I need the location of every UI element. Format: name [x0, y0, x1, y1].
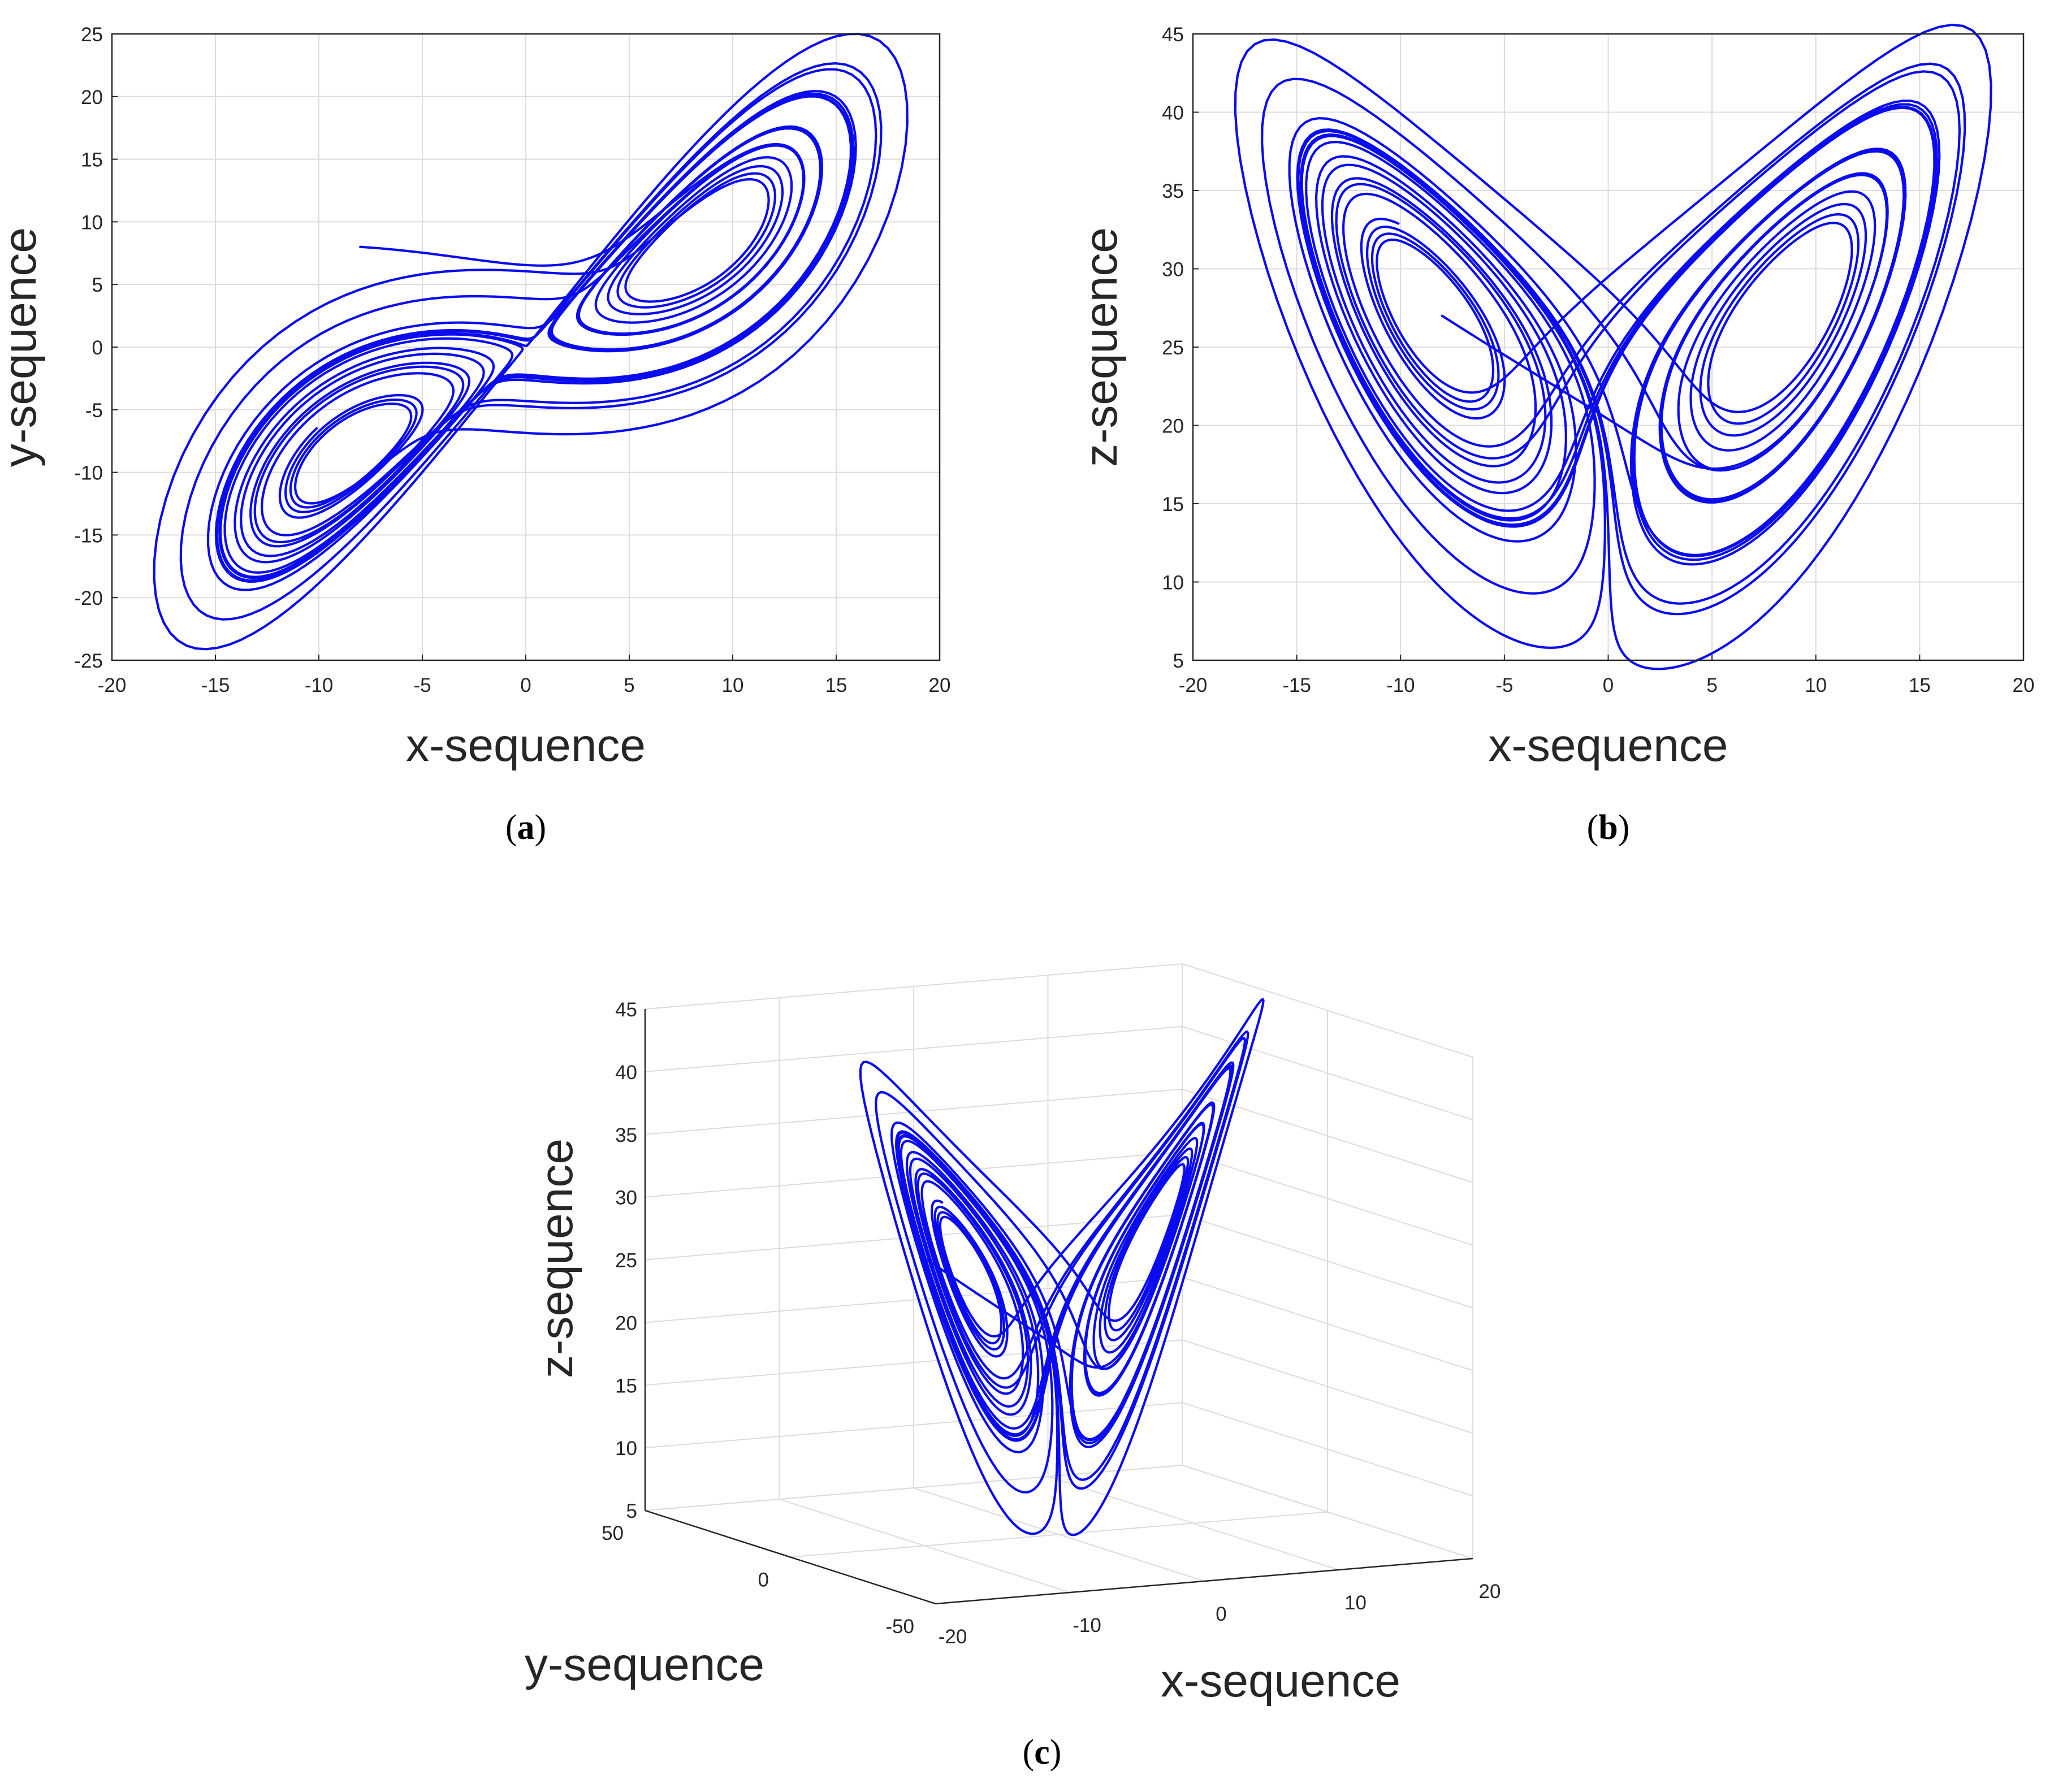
y-axis-line: [645, 1509, 936, 1605]
x-tick-label: -20: [98, 674, 127, 696]
x-axis-label: x-sequence: [1489, 720, 1728, 771]
y-tick-label: -50: [885, 1616, 914, 1638]
z-tick-label: 40: [615, 1062, 637, 1084]
y-tick-label: -15: [74, 525, 103, 547]
x-axis-label: x-sequence: [1161, 1655, 1400, 1707]
y-tick-label: 35: [1162, 180, 1184, 202]
y-axis-label: z-sequence: [1075, 227, 1127, 467]
z-tick-label: 30: [615, 1187, 637, 1209]
y-tick-label: 0: [92, 337, 103, 359]
panel-c: -20 -10 0 10 20 -50 0 505 10 15 20 25 30 35 40 45 x-sequ…: [525, 963, 1501, 1772]
side-wall-gridline: [1182, 1402, 1473, 1497]
z-tick-label: 35: [615, 1124, 637, 1146]
x-tick-label: 20: [1479, 1581, 1501, 1603]
x-tick-label: -10: [1073, 1614, 1101, 1637]
x-tick-label: -20: [1179, 674, 1208, 696]
y-tick-label: 20: [81, 86, 103, 109]
side-wall-gridline: [1182, 1465, 1473, 1559]
back-wall-gridline: [645, 1151, 1183, 1198]
z-tick-label: 45: [615, 999, 637, 1021]
panel-caption: (b): [1587, 808, 1630, 847]
x-tick-label: 5: [624, 674, 634, 696]
x-tick-label: 20: [2013, 674, 2035, 696]
back-wall-gridline: [645, 1402, 1183, 1449]
x-tick-label: 20: [929, 674, 951, 696]
floor-gridline: [790, 1511, 1328, 1558]
x-tick-label: 15: [825, 674, 847, 696]
y-tick-label: -25: [74, 650, 103, 672]
y-tick-label: 5: [1173, 650, 1184, 672]
x-tick-label: -15: [1282, 674, 1311, 696]
y-tick-label: 45: [1162, 24, 1184, 46]
y-tick-label: 40: [1162, 102, 1184, 124]
y-tick-label: 0: [758, 1569, 769, 1591]
panel-caption: (c): [1023, 1733, 1062, 1772]
y-tick-label: 5: [92, 274, 103, 296]
panel-caption: (a): [505, 808, 546, 847]
y-tick-label: -20: [74, 587, 103, 609]
x-tick-label: -5: [1495, 674, 1513, 696]
x-tick-label: 5: [1706, 674, 1717, 696]
y-axis-label: y-sequence: [0, 227, 46, 467]
y-tick-label: 50: [602, 1522, 624, 1544]
x-tick-label: -10: [1386, 674, 1415, 696]
z-tick-label: 5: [626, 1500, 637, 1522]
x-axis-label: x-sequence: [406, 720, 646, 771]
side-wall-gridline: [1182, 963, 1473, 1058]
x-tick-label: -10: [305, 674, 334, 696]
z-tick-label: 10: [615, 1438, 637, 1460]
y-tick-label: -5: [85, 400, 103, 422]
z-tick-label: 15: [615, 1375, 637, 1397]
back-wall-gridline: [645, 963, 1183, 1010]
back-wall-gridline: [645, 1025, 1183, 1072]
back-wall-gridline: [645, 1088, 1183, 1135]
x-tick-label: 0: [1603, 674, 1614, 696]
y-tick-label: 25: [81, 24, 103, 46]
y-tick-label: 20: [1162, 415, 1184, 438]
trajectory-line: [1234, 23, 1992, 670]
z-tick-label: 20: [615, 1312, 637, 1334]
side-wall-gridline: [1182, 1276, 1473, 1371]
y-tick-label: 25: [1162, 337, 1184, 359]
x-tick-label: 0: [1216, 1603, 1226, 1625]
trajectory-line: [153, 32, 909, 651]
side-wall-gridline: [1182, 1339, 1473, 1434]
back-wall-gridline: [645, 1339, 1183, 1386]
z-axis-label: z-sequence: [531, 1139, 582, 1378]
y-tick-label: 15: [81, 149, 103, 171]
x-tick-label: 0: [520, 674, 531, 696]
side-wall-gridline: [1182, 1214, 1473, 1309]
plot-frame: [111, 33, 941, 661]
trajectory-line: [859, 998, 1265, 1536]
y-tick-label: 10: [1162, 572, 1184, 594]
x-tick-label: -5: [413, 674, 431, 696]
side-wall-gridline: [1182, 1025, 1473, 1120]
z-tick-label: 25: [615, 1250, 637, 1272]
y-tick-label: 15: [1162, 494, 1184, 516]
x-tick-label: -20: [939, 1626, 967, 1648]
x-tick-label: -15: [201, 674, 230, 696]
x-tick-label: 10: [722, 674, 744, 696]
panel-b: -20 -15 -10 -5 0 5 10 15 20 5 10 15 20 25 30 35 40 45 x-se…: [1075, 23, 2035, 847]
plot-frame: [1192, 33, 2025, 661]
back-wall-gridline: [645, 1465, 1183, 1511]
x-axis-line: [935, 1557, 1473, 1605]
x-tick-label: 10: [1805, 674, 1827, 696]
y-tick-label: -10: [74, 462, 103, 484]
x-tick-label: 10: [1344, 1592, 1367, 1614]
x-tick-label: 15: [1909, 674, 1931, 696]
panel-a: -20 -15 -10 -5 0 5 10 15 20-25-20-15-10-50510152…: [0, 24, 950, 847]
y-tick-label: 10: [81, 211, 103, 233]
y-axis-label: y-sequence: [525, 1639, 764, 1690]
side-wall-gridline: [1182, 1151, 1473, 1246]
y-tick-label: 30: [1162, 259, 1184, 281]
